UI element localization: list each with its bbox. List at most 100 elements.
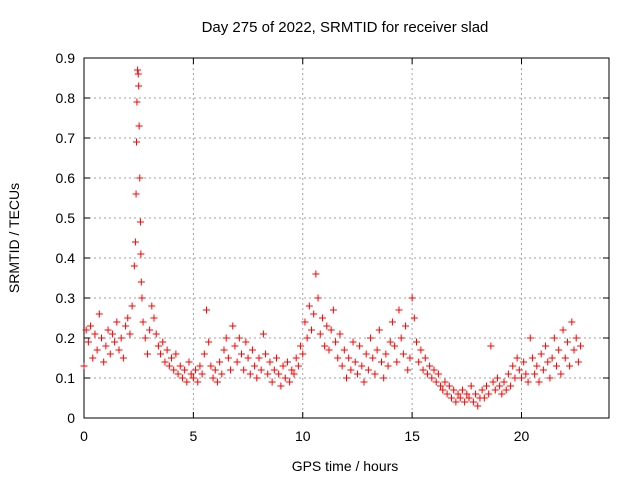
data-point — [391, 342, 399, 350]
data-point — [84, 338, 92, 346]
data-point — [415, 358, 423, 366]
data-point — [539, 366, 547, 374]
data-point — [397, 334, 405, 342]
data-point — [413, 338, 420, 346]
data-point — [443, 390, 451, 398]
data-point — [122, 322, 130, 330]
data-point — [128, 302, 136, 310]
data-point — [102, 342, 110, 350]
y-tick-label: 0.3 — [56, 290, 76, 306]
data-point — [485, 390, 493, 398]
data-point — [465, 394, 473, 402]
data-point — [329, 306, 337, 314]
data-point — [496, 382, 504, 390]
data-point — [386, 338, 394, 346]
data-point — [211, 366, 219, 374]
data-point — [192, 366, 200, 374]
y-tick-label: 0 — [67, 410, 75, 426]
data-point — [430, 366, 438, 374]
data-point — [266, 358, 274, 366]
data-point — [288, 366, 296, 374]
data-point — [439, 386, 447, 394]
data-points — [80, 66, 585, 410]
data-point — [200, 350, 208, 358]
data-point — [410, 314, 418, 322]
data-point — [343, 374, 350, 382]
data-point — [98, 334, 105, 342]
data-point — [126, 330, 134, 338]
data-point — [185, 358, 193, 366]
data-point — [428, 374, 436, 382]
data-point — [321, 342, 329, 350]
data-point — [500, 378, 508, 386]
data-point — [238, 350, 245, 358]
data-point — [108, 330, 116, 338]
data-point — [135, 122, 143, 130]
data-point — [507, 382, 515, 390]
data-point — [557, 370, 565, 378]
data-point — [111, 338, 119, 346]
y-tick-label: 0.8 — [56, 90, 76, 106]
data-point — [456, 394, 464, 402]
data-point — [504, 370, 512, 378]
data-point — [157, 350, 165, 358]
data-point — [406, 354, 414, 362]
data-point — [423, 370, 431, 378]
data-point — [224, 354, 232, 362]
data-point — [367, 334, 375, 342]
data-point — [364, 366, 372, 374]
chart-title: Day 275 of 2022, SRMTID for receiver sla… — [202, 19, 489, 36]
data-point — [419, 366, 427, 374]
data-point — [487, 342, 495, 350]
y-axis-label: SRMTID / TECUs — [6, 183, 22, 293]
data-point — [452, 398, 460, 406]
data-point — [577, 342, 585, 350]
data-point — [312, 270, 320, 278]
data-point — [172, 350, 180, 358]
data-point — [437, 382, 445, 390]
data-point — [318, 314, 326, 322]
data-point — [537, 350, 545, 358]
data-point — [380, 374, 388, 382]
data-point — [334, 354, 342, 362]
data-point — [345, 354, 353, 362]
data-point — [203, 306, 210, 314]
y-tick-label: 0.2 — [56, 330, 76, 346]
data-point — [520, 358, 528, 366]
data-point — [378, 358, 385, 366]
data-point — [498, 390, 506, 398]
data-point — [467, 382, 475, 390]
data-point — [82, 326, 90, 334]
data-point — [448, 394, 455, 402]
data-point — [388, 318, 396, 326]
data-point — [133, 138, 140, 146]
data-point — [338, 362, 346, 370]
data-point — [135, 82, 143, 90]
data-point — [478, 386, 486, 394]
data-point — [141, 334, 149, 342]
data-point — [353, 370, 361, 378]
data-point — [369, 354, 377, 362]
data-point — [279, 362, 287, 370]
data-point — [89, 354, 97, 362]
data-point — [262, 350, 270, 358]
data-point — [382, 350, 390, 358]
data-point — [332, 338, 340, 346]
data-point — [528, 354, 536, 362]
data-point — [270, 366, 278, 374]
data-point — [87, 322, 95, 330]
data-point — [472, 390, 480, 398]
x-tick-label: 0 — [80, 428, 88, 444]
data-point — [548, 354, 556, 362]
data-point — [561, 354, 569, 362]
data-point — [432, 378, 440, 386]
data-point — [178, 374, 186, 382]
plot-frame — [83, 57, 610, 419]
data-point — [273, 354, 280, 362]
data-point — [303, 334, 311, 342]
data-point — [310, 310, 318, 318]
data-point — [165, 362, 173, 370]
data-point — [222, 334, 230, 342]
data-point — [168, 354, 175, 362]
data-point — [305, 302, 313, 310]
